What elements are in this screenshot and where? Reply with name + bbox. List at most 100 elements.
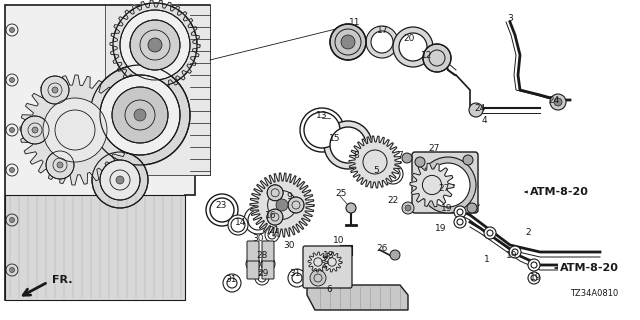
Circle shape	[258, 274, 266, 282]
Circle shape	[399, 33, 427, 61]
Polygon shape	[20, 75, 130, 185]
Text: 2: 2	[525, 228, 531, 236]
FancyBboxPatch shape	[247, 241, 259, 263]
Text: 15: 15	[329, 133, 340, 142]
Text: 4: 4	[481, 116, 487, 124]
Circle shape	[43, 98, 107, 162]
Circle shape	[227, 278, 237, 288]
Circle shape	[288, 269, 306, 287]
Circle shape	[469, 103, 483, 117]
Text: 18: 18	[323, 251, 335, 260]
Circle shape	[90, 65, 190, 165]
Circle shape	[330, 24, 366, 60]
Polygon shape	[349, 136, 401, 188]
Circle shape	[231, 218, 245, 232]
Polygon shape	[322, 252, 342, 272]
Circle shape	[10, 28, 15, 33]
Text: 30: 30	[284, 241, 295, 250]
Text: 10: 10	[333, 236, 345, 244]
Text: 3: 3	[507, 13, 513, 22]
Circle shape	[528, 259, 540, 271]
Polygon shape	[5, 5, 210, 300]
Circle shape	[10, 77, 15, 83]
Circle shape	[246, 257, 260, 271]
Circle shape	[487, 230, 493, 236]
Text: 19: 19	[506, 251, 518, 260]
Circle shape	[130, 20, 180, 70]
Circle shape	[420, 157, 476, 213]
Circle shape	[265, 228, 279, 242]
Circle shape	[10, 167, 15, 172]
Circle shape	[92, 152, 148, 208]
Circle shape	[10, 218, 15, 222]
Text: 17: 17	[377, 26, 388, 35]
Text: 14: 14	[236, 218, 246, 227]
Circle shape	[454, 206, 466, 218]
Text: 27: 27	[428, 143, 440, 153]
Text: 30: 30	[252, 234, 264, 243]
Circle shape	[330, 127, 366, 163]
Text: 28: 28	[256, 251, 268, 260]
FancyBboxPatch shape	[412, 152, 478, 213]
Circle shape	[116, 176, 124, 184]
Circle shape	[264, 260, 272, 268]
Circle shape	[10, 127, 15, 132]
Circle shape	[267, 185, 283, 201]
Text: 24: 24	[548, 95, 559, 105]
Text: 27: 27	[438, 183, 450, 193]
Circle shape	[249, 260, 257, 268]
Circle shape	[426, 163, 470, 207]
Circle shape	[248, 210, 268, 230]
Circle shape	[267, 209, 283, 225]
Circle shape	[244, 206, 272, 234]
Circle shape	[52, 87, 58, 93]
Circle shape	[288, 197, 304, 213]
Circle shape	[341, 35, 355, 49]
Text: 26: 26	[376, 244, 388, 252]
Circle shape	[324, 121, 372, 169]
Circle shape	[463, 155, 473, 165]
Circle shape	[120, 10, 190, 80]
Text: 25: 25	[335, 188, 347, 197]
Circle shape	[484, 227, 496, 239]
Circle shape	[57, 162, 63, 168]
Circle shape	[531, 262, 537, 268]
Circle shape	[550, 94, 566, 110]
Text: 8: 8	[353, 150, 359, 159]
FancyBboxPatch shape	[247, 261, 259, 279]
Text: 23: 23	[215, 201, 227, 210]
Circle shape	[10, 268, 15, 273]
Polygon shape	[110, 0, 200, 90]
Circle shape	[457, 209, 463, 215]
Circle shape	[32, 127, 38, 133]
Text: 13: 13	[316, 110, 328, 119]
Circle shape	[223, 274, 241, 292]
Text: 19: 19	[435, 223, 447, 233]
Circle shape	[509, 246, 521, 258]
Text: 11: 11	[349, 18, 361, 27]
Circle shape	[383, 164, 403, 184]
Circle shape	[41, 76, 69, 104]
Circle shape	[402, 153, 412, 163]
Circle shape	[423, 44, 451, 72]
Circle shape	[467, 203, 477, 213]
Circle shape	[390, 250, 400, 260]
Text: 9: 9	[286, 191, 292, 201]
Text: 20: 20	[403, 34, 415, 43]
Circle shape	[113, 3, 197, 87]
Circle shape	[255, 271, 269, 285]
Text: 5: 5	[373, 165, 379, 174]
FancyBboxPatch shape	[262, 261, 274, 279]
Circle shape	[112, 87, 168, 143]
Text: 31: 31	[225, 276, 237, 284]
Circle shape	[206, 194, 238, 226]
Polygon shape	[307, 285, 408, 310]
Circle shape	[276, 199, 288, 211]
Text: 22: 22	[387, 196, 399, 204]
Circle shape	[292, 273, 302, 283]
Polygon shape	[308, 252, 328, 272]
Circle shape	[148, 38, 162, 52]
Circle shape	[21, 116, 49, 144]
Circle shape	[46, 151, 74, 179]
Polygon shape	[105, 5, 210, 175]
